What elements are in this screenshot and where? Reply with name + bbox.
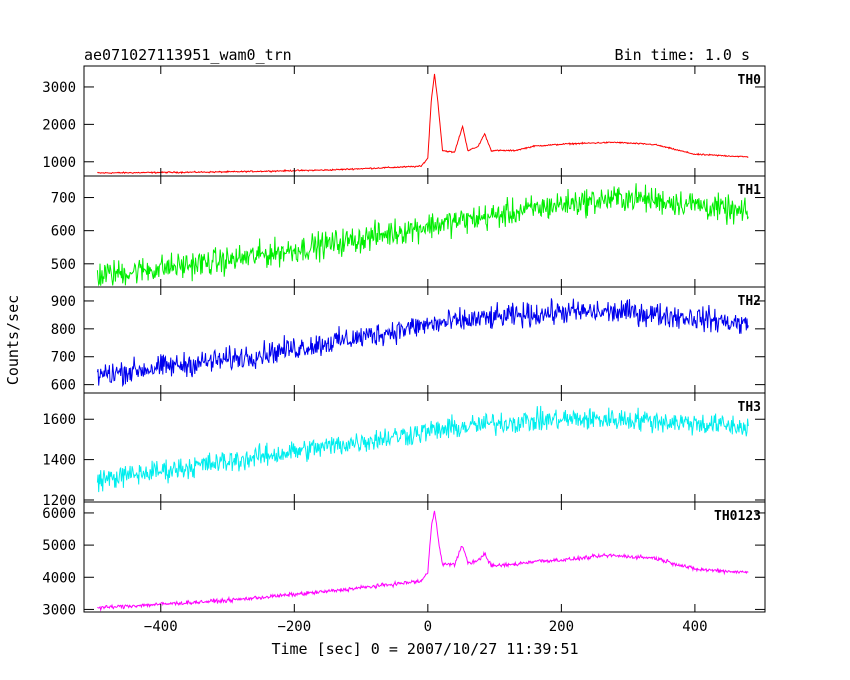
band-label-th1: TH1 xyxy=(738,183,762,198)
x-tick-label: −200 xyxy=(277,619,311,635)
y-tick-label: 800 xyxy=(51,322,76,338)
y-tick-label: 600 xyxy=(51,224,76,240)
y-tick-label: 1000 xyxy=(42,155,76,171)
series-line-th0 xyxy=(97,73,749,175)
y-tick-label: 3000 xyxy=(42,80,76,96)
y-tick-label: 600 xyxy=(51,378,76,394)
band-label-th0123: TH0123 xyxy=(714,509,761,524)
x-tick-label: 200 xyxy=(549,619,574,635)
y-tick-label: 3000 xyxy=(42,602,76,618)
y-tick-label: 1400 xyxy=(42,453,76,469)
chart-title: ae071027113951_wam0_trn xyxy=(84,46,292,64)
panel-th1: 500 600 700 TH1 xyxy=(51,175,766,288)
x-axis-ticks: −400 −200 0 200 400 xyxy=(144,619,708,635)
band-label-th2: TH2 xyxy=(738,294,761,309)
series-line-th2 xyxy=(96,298,749,388)
x-tick-label: 0 xyxy=(424,619,432,635)
series-line-th3 xyxy=(96,405,749,493)
panel-th0123: 3000 4000 5000 6000 TH0123 xyxy=(42,501,766,618)
y-tick-label: 2000 xyxy=(42,117,76,133)
x-tick-label: −400 xyxy=(144,619,178,635)
panel-th3: 1200 1400 1600 TH3 xyxy=(42,392,766,509)
series-line-th1 xyxy=(96,183,749,287)
y-tick-label: 1600 xyxy=(42,412,76,428)
band-label-th0: TH0 xyxy=(738,73,762,88)
panel-th0: 1000 2000 3000 TH0 xyxy=(42,65,766,177)
x-tick-label: 400 xyxy=(682,619,707,635)
y-tick-label: 6000 xyxy=(42,506,76,522)
band-label-th3: TH3 xyxy=(738,400,761,415)
panel-frame xyxy=(83,286,766,394)
y-tick-label: 5000 xyxy=(42,538,76,554)
y-tick-label: 700 xyxy=(51,350,76,366)
y-tick-label: 4000 xyxy=(42,570,76,586)
y-tick-label: 500 xyxy=(51,257,76,273)
y-tick-label: 900 xyxy=(51,294,76,310)
panel-frame xyxy=(83,65,766,177)
panel-frame xyxy=(83,392,766,503)
panel-frame xyxy=(83,501,766,613)
y-tick-label: 1200 xyxy=(42,493,76,509)
y-axis-label: Counts/sec xyxy=(4,295,22,385)
bin-time-label: Bin time: 1.0 s xyxy=(615,46,750,64)
series-line-th0123 xyxy=(97,510,749,612)
panel-th2: 600 700 800 900 TH2 xyxy=(51,286,766,394)
x-axis-label: Time [sec] 0 = 2007/10/27 11:39:51 xyxy=(271,640,578,658)
y-tick-label: 700 xyxy=(51,191,76,207)
panel-stack: 1000 2000 3000 TH0 500 600 700 TH1 600 700 800 900 T… xyxy=(42,65,766,618)
